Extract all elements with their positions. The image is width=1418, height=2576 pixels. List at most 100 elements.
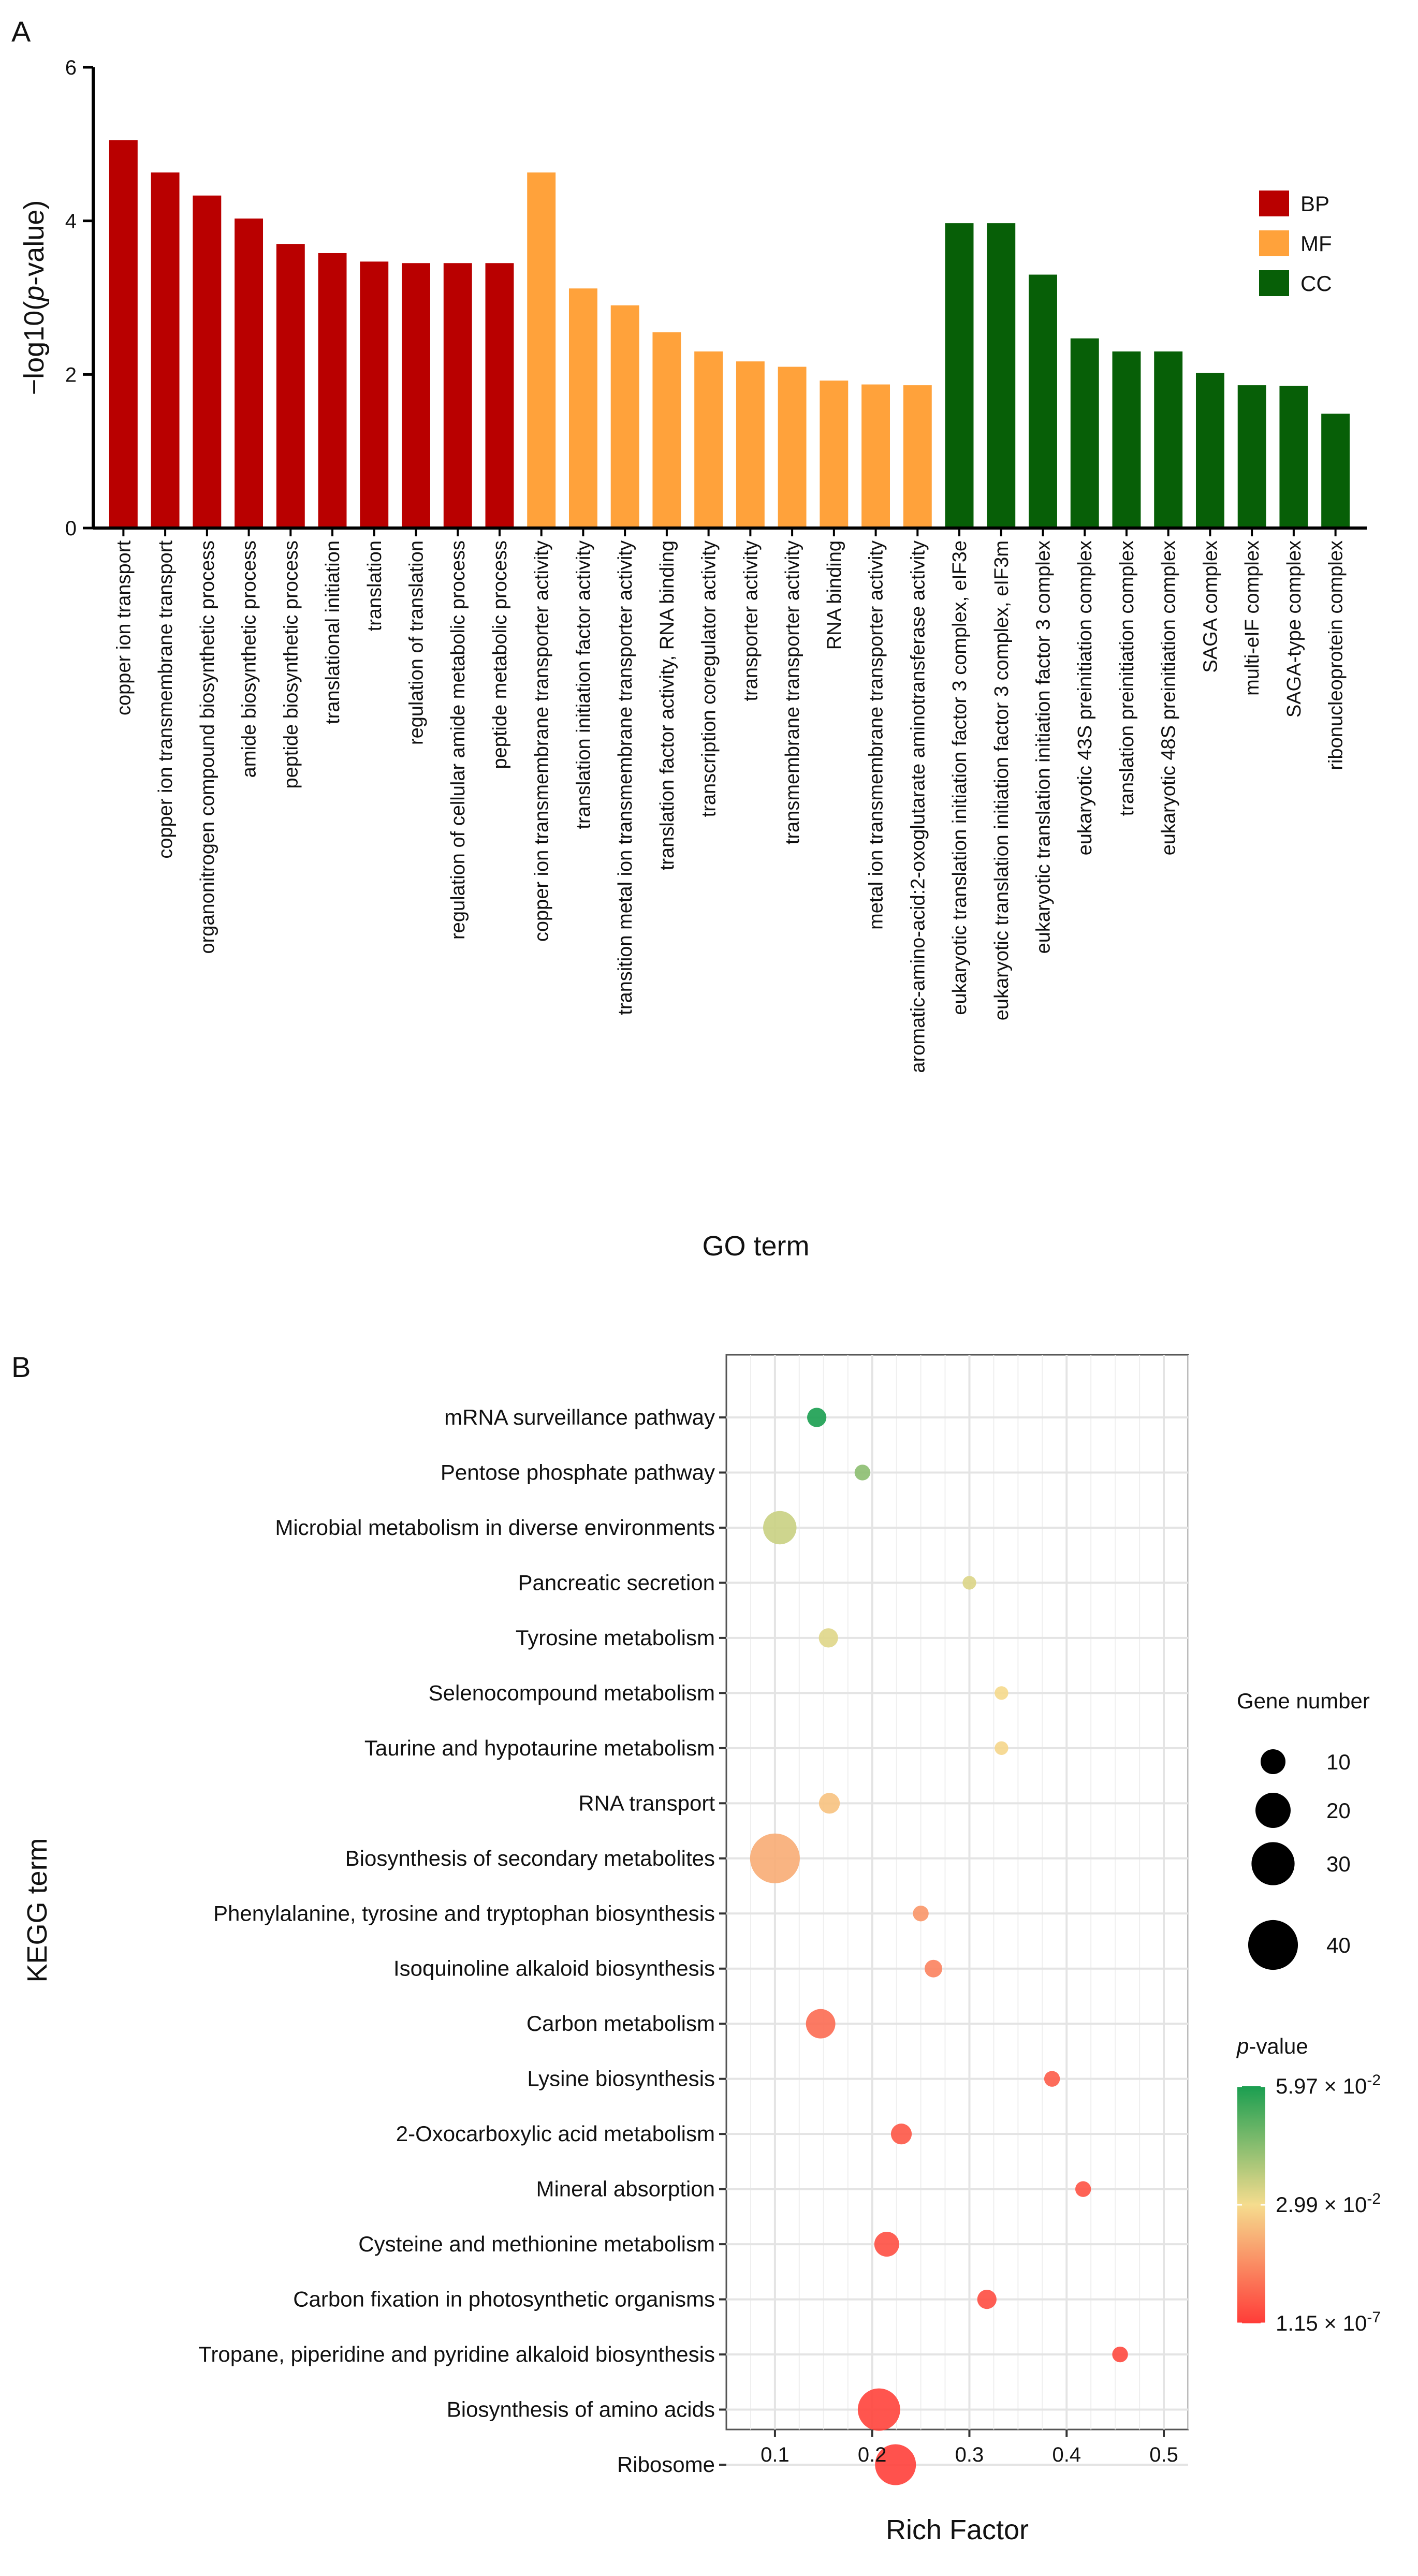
bar-transmembrane-transporter-activity [778, 367, 807, 526]
bar-saga-type-complex [1279, 386, 1308, 526]
x-tick-label: 0.3 [955, 2443, 984, 2466]
y-tick-label: 4 [65, 210, 77, 233]
bar-translation-preinitiation-complex [1112, 351, 1141, 526]
color-legend-label: 2.99 × 10-2 [1276, 2190, 1381, 2217]
kegg-term-label: mRNA surveillance pathway [444, 1405, 715, 1429]
size-legend-label: 10 [1326, 1750, 1351, 1774]
x-category-label: metal ion transmembrane transporter acti… [866, 540, 887, 930]
bubble-taurine-and-hypotaurine-metabolism [995, 1741, 1008, 1755]
color-legend-label: 5.97 × 10-2 [1276, 2072, 1381, 2098]
x-category-label: peptide metabolic process [489, 540, 511, 769]
kegg-term-label: Isoquinoline alkaloid biosynthesis [393, 1956, 715, 1981]
x-tick-label: 0.5 [1149, 2443, 1178, 2466]
bubble-pancreatic-secretion [962, 1576, 976, 1590]
bar-metal-ion-transmembrane-transporter-activity [861, 384, 890, 526]
bubble-mineral-absorption [1075, 2181, 1091, 2197]
x-category-label: regulation of cellular amide metabolic p… [447, 540, 469, 940]
bar-organonitrogen-compound-biosynthetic-process [193, 195, 222, 526]
bar-eukaryotic-43s-preinitiation-complex [1070, 338, 1099, 526]
color-legend-label: 1.15 × 10-7 [1276, 2309, 1381, 2335]
bar-multi-eif-complex [1237, 385, 1266, 526]
kegg-term-label: Biosynthesis of amino acids [447, 2397, 715, 2422]
kegg-term-label: Tyrosine metabolism [516, 1626, 715, 1650]
bar-eukaryotic-48s-preinitiation-complex [1154, 351, 1183, 526]
kegg-term-label: Phenylalanine, tyrosine and tryptophan b… [213, 1901, 715, 1925]
bar-translation-factor-activity-rna-binding [652, 332, 681, 526]
bar-eukaryotic-translation-initiation-factor-3-complex [1029, 274, 1057, 526]
x-category-label: translation preinitiation complex [1116, 540, 1138, 816]
size-legend-circle [1260, 1749, 1286, 1775]
legend-label-cc: CC [1300, 271, 1332, 296]
kegg-term-label: Tropane, piperidine and pyridine alkaloi… [198, 2342, 715, 2366]
kegg-term-label: Carbon fixation in photosynthetic organi… [293, 2287, 715, 2311]
x-category-label: transcription coregulator activity [698, 540, 720, 817]
bubble-rna-transport [818, 1793, 840, 1814]
bubble-carbon-fixation-in-photosynthetic-organisms [977, 2289, 997, 2309]
x-category-label: transporter activity [740, 540, 762, 701]
bubble-microbial-metabolism-in-diverse-environments [763, 1511, 797, 1545]
x-category-label: peptide biosynthetic process [280, 540, 302, 789]
x-category-label: transmembrane transporter activity [782, 540, 803, 844]
size-legend-circle [1248, 1920, 1298, 1970]
bubble-2-oxocarboxylic-acid-metabolism [890, 2124, 912, 2145]
bubble-cysteine-and-methionine-metabolism [874, 2232, 899, 2257]
bar-copper-ion-transmembrane-transport [151, 172, 180, 526]
y-tick-label: 6 [65, 56, 77, 79]
y-axis-title: KEGG term [22, 1838, 53, 1982]
panel-label-a: A [11, 15, 31, 48]
y-tick-label: 2 [65, 363, 77, 386]
bubble-ribosome [875, 2444, 916, 2485]
bar-transition-metal-ion-transmembrane-transporter-activity [610, 305, 639, 526]
x-category-label: eukaryotic 43S preinitiation complex [1074, 540, 1096, 855]
size-legend-circle [1251, 1842, 1295, 1885]
x-category-label: multi-eIF complex [1241, 540, 1263, 696]
bar-translation-initiation-factor-activity [568, 288, 597, 526]
x-tick-label: 0.1 [761, 2443, 790, 2466]
x-category-label: copper ion transport [113, 540, 135, 715]
bar-copper-ion-transport [109, 140, 138, 527]
bar-transporter-activity [736, 361, 765, 526]
kegg-term-label: Biosynthesis of secondary metabolites [345, 1846, 715, 1870]
bar-translation [360, 261, 389, 526]
kegg-term-label: Pentose phosphate pathway [441, 1460, 715, 1484]
kegg-term-label: RNA transport [578, 1791, 715, 1815]
bar-translational-initiation [318, 253, 347, 526]
plot-frame [725, 1354, 1189, 2431]
bubble-lysine-biosynthesis [1044, 2071, 1060, 2087]
x-category-label: RNA binding [824, 540, 845, 650]
x-category-label: eukaryotic 48S preinitiation complex [1158, 540, 1180, 855]
bar-regulation-of-cellular-amide-metabolic-process [443, 263, 472, 526]
bar-eukaryotic-translation-initiation-factor-3-complex-eif3e [945, 223, 974, 526]
x-category-label: organonitrogen compound biosynthetic pro… [197, 540, 218, 954]
x-category-label: eukaryotic translation initiation factor… [991, 540, 1013, 1020]
bar-eukaryotic-translation-initiation-factor-3-complex-eif3m [987, 223, 1016, 526]
size-legend-title: Gene number [1237, 1689, 1370, 1713]
bar-saga-complex [1195, 373, 1224, 526]
bubble-tyrosine-metabolism [818, 1628, 838, 1648]
legend-swatch-bp [1259, 191, 1289, 216]
kegg-term-label: Selenocompound metabolism [429, 1680, 715, 1705]
x-tick-label: 0.4 [1052, 2443, 1081, 2466]
legend-swatch-mf [1259, 230, 1289, 256]
kegg-term-label: Lysine biosynthesis [527, 2067, 715, 2091]
bar-rna-binding [820, 380, 849, 526]
bubble-pentose-phosphate-pathway [854, 1465, 871, 1481]
x-category-label: transition metal ion transmembrane trans… [615, 540, 636, 1015]
kegg-term-label: Cysteine and methionine metabolism [358, 2232, 715, 2256]
y-tick-label: 0 [65, 517, 77, 540]
x-category-label: translation [364, 540, 386, 631]
panel-a: A 0 2 4 6 −log10(p-value) copper ion transport… [11, 15, 1367, 1262]
bubble-biosynthesis-of-amino-acids [857, 2388, 900, 2431]
bar-regulation-of-translation [402, 263, 430, 526]
bar-peptide-biosynthetic-process [276, 244, 305, 527]
x-category-label: ribonucleoprotein complex [1325, 540, 1347, 770]
x-axis-title: GO term [702, 1231, 809, 1262]
bar-ribonucleoprotein-complex [1321, 413, 1350, 526]
panel-label-b: B [11, 1351, 31, 1383]
bubble-tropane-piperidine-and-pyridine-alkaloid-biosynthesis [1112, 2346, 1128, 2363]
bubble-mrna-surveillance-pathway [807, 1408, 827, 1427]
kegg-term-label: Ribosome [617, 2452, 715, 2477]
size-legend-label: 30 [1326, 1852, 1351, 1876]
